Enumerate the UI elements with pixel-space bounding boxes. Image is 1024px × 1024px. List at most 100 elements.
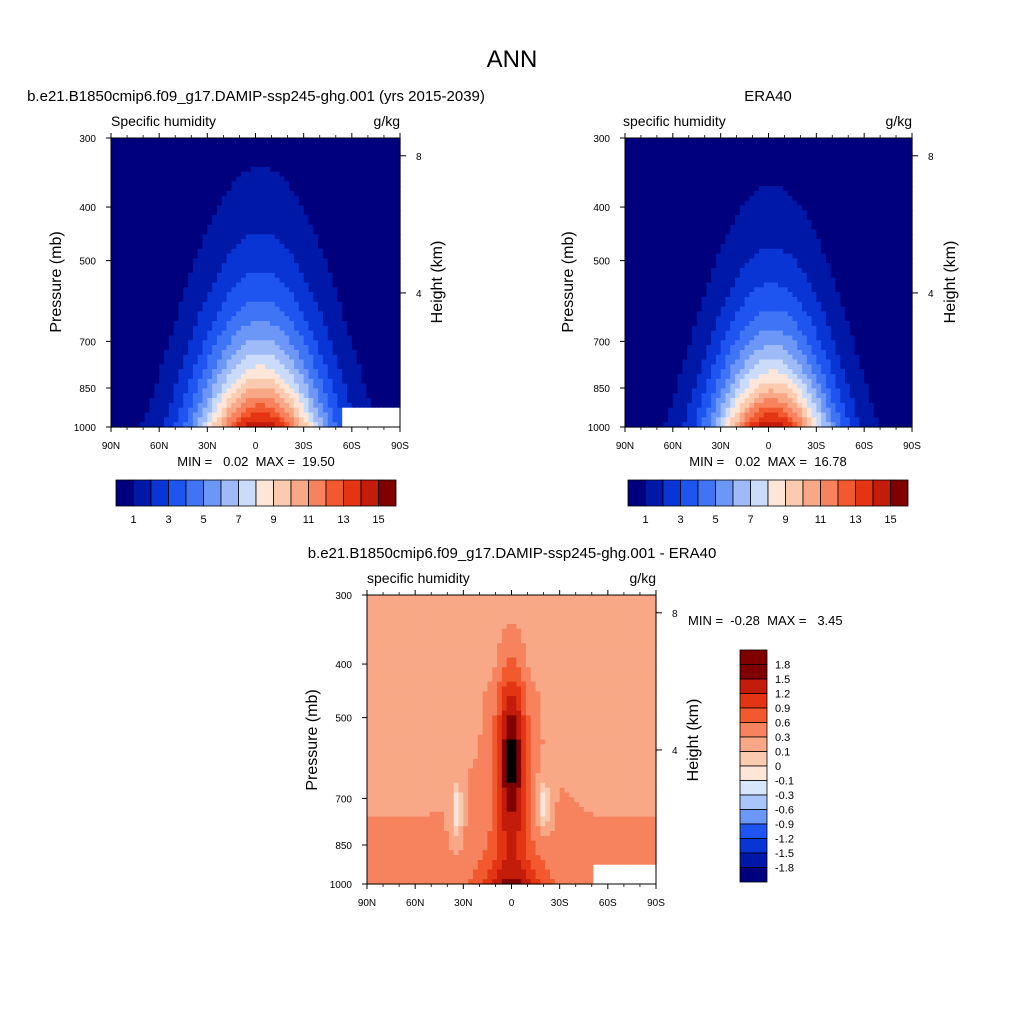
field-cell bbox=[173, 142, 180, 149]
field-cell bbox=[878, 138, 884, 144]
field-cell bbox=[332, 292, 338, 298]
field-cell bbox=[849, 229, 856, 235]
field-cell bbox=[236, 138, 242, 144]
field-cell bbox=[725, 171, 731, 178]
field-cell bbox=[351, 181, 358, 187]
field-cell bbox=[380, 374, 387, 380]
field-cell bbox=[115, 239, 122, 245]
field-cell bbox=[135, 359, 141, 365]
field-cell bbox=[115, 378, 122, 385]
field-cell bbox=[231, 268, 237, 274]
field-cell bbox=[197, 354, 204, 361]
field-cell bbox=[337, 325, 343, 332]
field-cell bbox=[763, 205, 770, 211]
field-cell bbox=[265, 287, 271, 293]
field-cell bbox=[115, 407, 122, 414]
field-cell bbox=[337, 321, 343, 327]
field-cell bbox=[279, 354, 285, 361]
field-cell bbox=[135, 263, 141, 269]
field-cell bbox=[864, 181, 870, 187]
field-cell bbox=[648, 219, 655, 226]
field-cell bbox=[868, 142, 875, 149]
field-cell bbox=[313, 268, 319, 274]
field-cell bbox=[265, 306, 271, 312]
field-cell bbox=[255, 248, 261, 255]
field-cell bbox=[255, 369, 261, 375]
field-cell bbox=[192, 412, 199, 418]
field-cell bbox=[250, 378, 257, 385]
field-cell bbox=[183, 325, 189, 332]
field-cell bbox=[375, 349, 382, 356]
field-cell bbox=[375, 219, 382, 226]
field-cell bbox=[318, 195, 324, 202]
field-cell bbox=[347, 374, 353, 380]
field-cell bbox=[260, 383, 266, 390]
field-cell bbox=[883, 171, 889, 178]
field-cell bbox=[154, 345, 160, 351]
field-cell bbox=[878, 186, 884, 192]
field-cell bbox=[212, 345, 218, 351]
field-cell bbox=[168, 277, 175, 284]
field-cell bbox=[327, 340, 334, 346]
field-cell bbox=[385, 282, 391, 288]
field-cell bbox=[337, 296, 343, 303]
field-cell bbox=[644, 224, 650, 231]
field-cell bbox=[663, 219, 669, 226]
field-cell bbox=[663, 166, 669, 173]
field-cell bbox=[120, 268, 127, 274]
field-cell bbox=[216, 417, 223, 423]
field-cell bbox=[130, 224, 136, 231]
field-cell bbox=[125, 296, 131, 303]
field-cell bbox=[337, 171, 343, 178]
field-cell bbox=[212, 205, 218, 211]
field-cell bbox=[351, 277, 358, 284]
field-cell bbox=[183, 171, 189, 178]
field-cell bbox=[332, 210, 338, 216]
field-cell bbox=[284, 407, 290, 414]
field-cell bbox=[385, 243, 391, 250]
field-cell bbox=[701, 205, 707, 211]
field-cell bbox=[130, 296, 136, 303]
field-cell bbox=[672, 239, 679, 245]
field-cell bbox=[303, 422, 310, 428]
field-cell bbox=[375, 354, 382, 361]
field-cell bbox=[821, 186, 827, 192]
field-cell bbox=[366, 142, 372, 149]
field-cell bbox=[361, 301, 367, 308]
field-cell bbox=[907, 224, 913, 231]
field-cell bbox=[806, 215, 813, 221]
field-cell bbox=[337, 219, 343, 226]
field-cell bbox=[192, 215, 199, 221]
field-cell bbox=[236, 330, 242, 337]
field-cell bbox=[289, 287, 295, 293]
field-cell bbox=[327, 296, 334, 303]
field-cell bbox=[366, 263, 372, 269]
field-cell bbox=[859, 224, 865, 231]
field-cell bbox=[135, 354, 141, 361]
field-cell bbox=[730, 224, 736, 231]
field-cell bbox=[658, 181, 664, 187]
field-cell bbox=[835, 147, 841, 154]
field-cell bbox=[207, 138, 213, 144]
field-cell bbox=[125, 364, 131, 370]
field-cell bbox=[322, 253, 329, 260]
field-cell bbox=[849, 215, 856, 221]
field-cell bbox=[260, 378, 266, 385]
field-cell bbox=[212, 138, 218, 144]
field-cell bbox=[380, 205, 387, 211]
field-cell bbox=[197, 219, 204, 226]
field-cell bbox=[385, 224, 391, 231]
field-cell bbox=[782, 200, 789, 207]
field-cell bbox=[154, 248, 160, 255]
field-cell bbox=[139, 219, 146, 226]
field-cell bbox=[183, 166, 189, 173]
field-cell bbox=[395, 200, 401, 207]
field-cell bbox=[854, 147, 860, 154]
field-cell bbox=[758, 176, 765, 182]
field-cell bbox=[120, 190, 127, 197]
field-cell bbox=[787, 210, 794, 216]
field-cell bbox=[226, 186, 233, 192]
field-cell bbox=[168, 195, 175, 202]
field-cell bbox=[366, 181, 372, 187]
field-cell bbox=[197, 316, 204, 322]
